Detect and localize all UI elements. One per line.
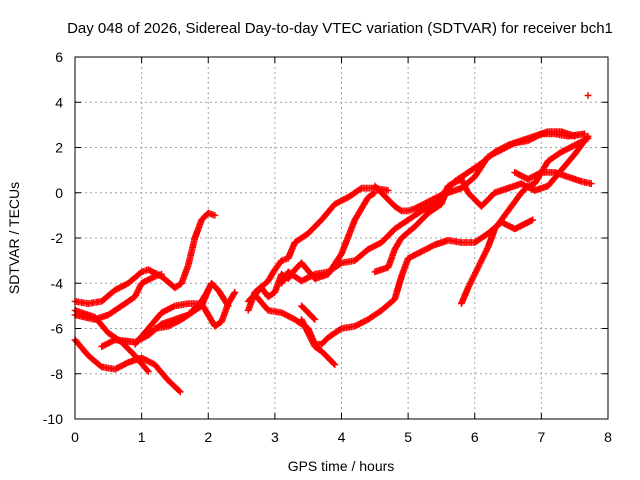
y-tick-label: 6 [55, 49, 63, 65]
x-tick-label: 4 [338, 429, 346, 445]
x-tick-label: 2 [204, 429, 212, 445]
x-tick-label: 0 [71, 429, 79, 445]
y-tick-label: -10 [43, 411, 63, 427]
data-series-track-18 [584, 92, 592, 99]
x-tick-label: 8 [604, 429, 612, 445]
data-point-marks [511, 169, 595, 188]
data-series [71, 92, 595, 396]
data-series-track-7 [151, 286, 212, 332]
y-tick-label: -6 [51, 321, 64, 337]
x-tick-label: 6 [471, 429, 479, 445]
data-series-track-17 [511, 169, 595, 188]
x-axis-label: GPS time / hours [288, 458, 395, 474]
y-tick-label: 2 [55, 140, 63, 156]
data-point-marks [244, 189, 379, 305]
data-series-track-15 [371, 132, 592, 276]
data-point-marks [371, 132, 592, 276]
y-tick-label: -4 [51, 275, 64, 291]
data-point-marks [71, 209, 219, 307]
y-tick-label: -8 [51, 366, 64, 382]
x-tick-label: 7 [537, 429, 545, 445]
y-tick-label: 4 [55, 94, 63, 110]
data-series-track-11 [298, 316, 339, 369]
data-point-marks [298, 302, 319, 323]
data-point-marks [151, 286, 212, 332]
data-series-track-1 [71, 209, 219, 307]
data-point-marks [298, 316, 339, 369]
plot-frame [74, 56, 609, 420]
x-tick-label: 1 [138, 429, 146, 445]
y-tick-label: -2 [51, 230, 64, 246]
data-point-marks [458, 135, 592, 307]
grid [75, 57, 608, 419]
data-series-track-12 [298, 302, 319, 323]
x-tick-label: 5 [404, 429, 412, 445]
data-series-track-9 [244, 189, 379, 305]
x-tick-label: 3 [271, 429, 279, 445]
data-point-marks [584, 92, 592, 99]
chart-title: Day 048 of 2026, Sidereal Day-to-day VTE… [67, 20, 613, 37]
y-axis-label: SDTVAR / TECUs [6, 182, 22, 294]
axis-ticks: 0 1 2 3 4 5 6 7 8 -10 -8 -6 -4 -2 0 2 4 6 [43, 49, 612, 445]
data-series-track-16 [458, 135, 592, 307]
y-tick-label: 0 [55, 185, 63, 201]
